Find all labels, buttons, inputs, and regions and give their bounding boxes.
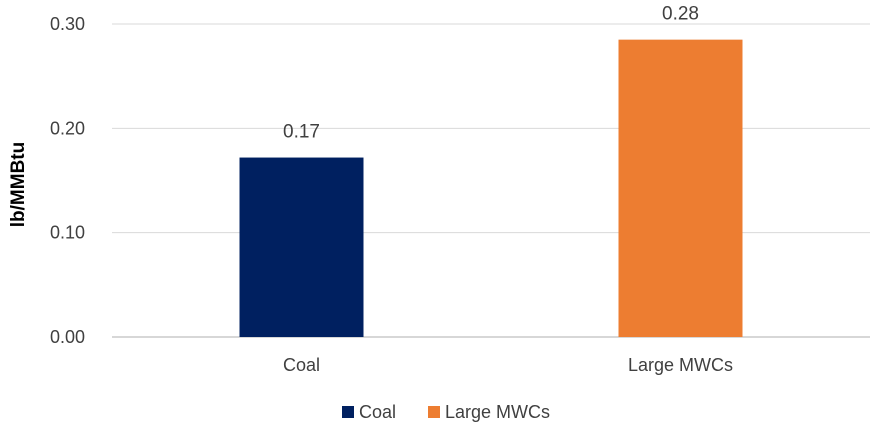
y-axis-label: lb/MMBtu — [8, 142, 29, 227]
data-label: 0.28 — [662, 4, 699, 25]
bar-large-mwcs — [618, 39, 743, 338]
legend-swatch — [342, 406, 354, 418]
x-axis-ticks: Coal Large MWCs — [283, 355, 733, 375]
data-labels: 0.17 0.28 — [283, 4, 699, 143]
y-tick-label: 0.20 — [50, 118, 85, 138]
legend-swatch — [428, 406, 440, 418]
y-tick-label: 0.30 — [50, 14, 85, 34]
bars — [239, 39, 743, 338]
y-tick-label: 0.10 — [50, 223, 85, 243]
legend: Coal Large MWCs — [342, 402, 550, 422]
x-tick-label: Coal — [283, 355, 320, 375]
legend-entry: Large MWCs — [445, 402, 550, 422]
y-axis-ticks: 0.00 0.10 0.20 0.30 — [50, 14, 85, 347]
data-label: 0.17 — [283, 122, 320, 143]
x-tick-label: Large MWCs — [628, 355, 733, 375]
bar-coal — [239, 157, 364, 337]
y-tick-label: 0.00 — [50, 327, 85, 347]
legend-entry: Coal — [359, 402, 396, 422]
gridlines — [112, 23, 870, 338]
